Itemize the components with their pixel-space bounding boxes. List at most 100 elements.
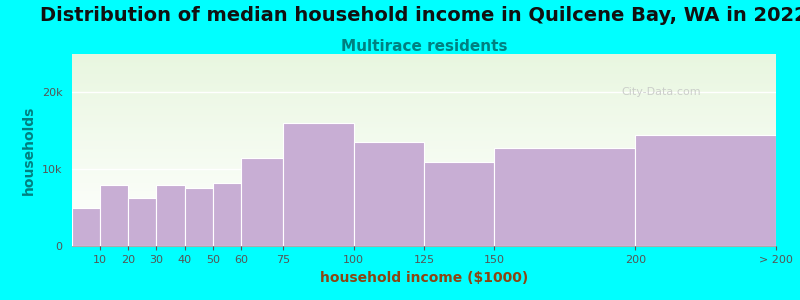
Bar [72,238,776,239]
Bar [72,62,776,63]
Bar [72,127,776,128]
Bar [72,89,776,91]
Bar [72,191,776,192]
Bar [213,183,241,246]
Bar [72,103,776,104]
Bar [72,190,776,191]
Bar [72,139,776,140]
Bar [72,185,776,187]
Text: Multirace residents: Multirace residents [341,39,507,54]
Bar [157,184,185,246]
Bar [72,146,776,147]
Bar [72,237,776,238]
Bar [72,142,776,143]
Bar [72,102,776,103]
Bar [72,57,776,58]
Bar [72,167,776,168]
Bar [72,130,776,131]
Bar [72,145,776,146]
Bar [72,150,776,151]
Bar [72,211,776,212]
Bar [72,101,776,102]
Bar [72,168,776,169]
Bar [72,230,776,231]
Bar [72,72,776,73]
Bar [72,98,776,99]
Bar [72,116,776,117]
Bar [72,213,776,214]
Bar [72,121,776,122]
Bar [72,65,776,67]
Bar [283,123,354,246]
Bar [72,184,776,185]
Bar [72,207,776,208]
Bar [72,117,776,118]
Bar [72,174,776,175]
Bar [72,134,776,135]
Bar [128,198,157,246]
Bar [72,131,776,132]
Bar [72,220,776,221]
Bar [72,83,776,84]
Bar [72,157,776,158]
Bar [72,93,776,94]
Bar [72,196,776,197]
Bar [354,142,424,246]
X-axis label: household income ($1000): household income ($1000) [320,271,528,285]
Bar [72,178,776,179]
Bar [72,124,776,125]
Bar [72,54,776,55]
Bar [72,209,776,211]
Bar [72,153,776,154]
Bar [72,193,776,194]
Text: City-Data.com: City-Data.com [621,87,701,98]
Bar [72,141,776,142]
Bar [72,165,776,166]
Bar [72,81,776,82]
Bar [72,232,776,233]
Bar [72,217,776,218]
Bar [72,106,776,107]
Bar [72,87,776,88]
Bar [72,59,776,60]
Bar [72,172,776,173]
Bar [72,132,776,133]
Bar [72,240,776,241]
Bar [72,208,776,209]
Bar [72,133,776,134]
Bar [72,212,776,213]
Bar [72,122,776,123]
Bar [72,171,776,172]
Bar [72,135,776,136]
Bar [72,55,776,56]
Bar [72,236,776,237]
Bar [72,194,776,195]
Bar [72,188,776,189]
Bar [72,84,776,85]
Bar [72,205,776,206]
Bar [72,199,776,200]
Bar [72,235,776,236]
Bar [72,80,776,81]
Bar [72,222,776,223]
Bar [72,203,776,204]
Bar [72,147,776,148]
Bar [494,148,635,246]
Bar [72,160,776,161]
Bar [72,123,776,124]
Bar [72,128,776,129]
Bar [72,219,776,220]
Bar [72,92,776,93]
Bar [100,184,128,246]
Bar [72,144,776,145]
Bar [72,192,776,193]
Bar [72,164,776,165]
Bar [72,82,776,83]
Bar [72,112,776,113]
Bar [72,107,776,108]
Bar [72,189,776,190]
Bar [72,152,776,153]
Bar [72,105,776,106]
Bar [72,104,776,105]
Bar [72,228,776,229]
